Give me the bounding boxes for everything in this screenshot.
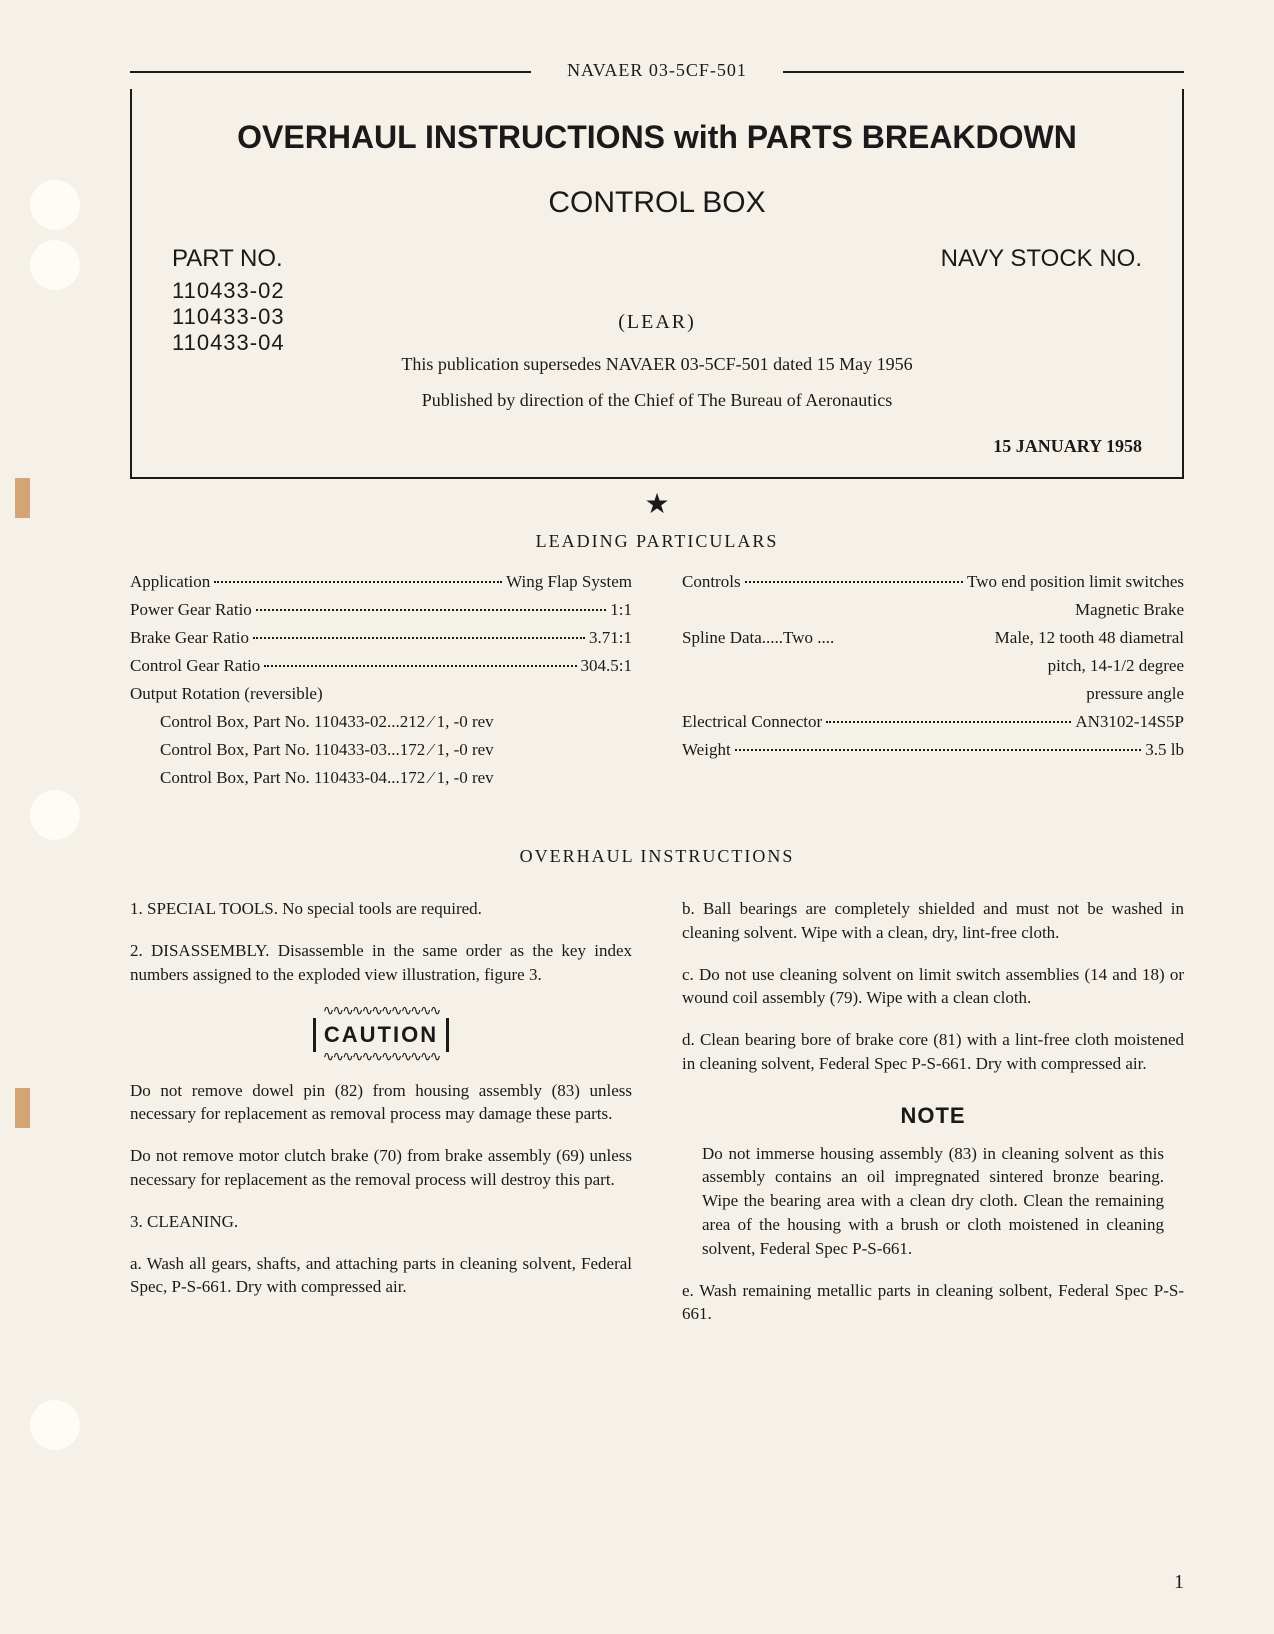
supersedes-note: This publication supersedes NAVAER 03-5C… [172, 354, 1142, 375]
part-number: 110433-02 [172, 278, 285, 304]
part-number: 110433-03 [172, 304, 285, 330]
instruction-paragraph: e. Wash remaining metallic parts in clea… [682, 1279, 1184, 1327]
particular-value: AN3102-14S5P [1075, 712, 1184, 732]
particular-value: Male, 12 tooth 48 diametral [995, 628, 1184, 648]
particular-label: Power Gear Ratio [130, 600, 252, 620]
document-number: NAVAER 03-5CF-501 [130, 60, 1184, 81]
leader-dots [826, 721, 1071, 723]
instructions-right-column: b. Ball bearings are completely shielded… [682, 897, 1184, 1344]
leading-particulars: Application Wing Flap System Power Gear … [130, 572, 1184, 796]
caution-label: CAUTION [313, 1018, 449, 1053]
leader-dots [253, 637, 585, 639]
output-rotation-item: Control Box, Part No. 110433-04...172 ⁄ … [160, 768, 632, 788]
instruction-paragraph: c. Do not use cleaning solvent on limit … [682, 963, 1184, 1011]
binding-mark [15, 1088, 30, 1128]
instruction-paragraph: 2. DISASSEMBLY. Disassemble in the same … [130, 939, 632, 987]
particular-row: Control Gear Ratio 304.5:1 [130, 656, 632, 676]
particular-row: Brake Gear Ratio 3.71:1 [130, 628, 632, 648]
particular-label: Controls [682, 572, 741, 592]
part-number: 110433-04 [172, 330, 285, 356]
particular-value: Wing Flap System [506, 572, 632, 592]
page-number: 1 [1174, 1571, 1184, 1594]
navy-stock-label: NAVY STOCK NO. [941, 245, 1142, 356]
particular-subvalue: pressure angle [682, 684, 1184, 704]
zigzag-border-icon: ∿∿∿∿∿∿∿∿∿∿∿∿ [130, 1052, 632, 1063]
particular-label: Application [130, 572, 210, 592]
particular-subvalue: pitch, 14-1/2 degree [682, 656, 1184, 676]
leader-dots [256, 609, 606, 611]
particular-label: Control Gear Ratio [130, 656, 260, 676]
particular-value: 3.5 lb [1145, 740, 1184, 760]
output-rotation-item: Control Box, Part No. 110433-03...172 ⁄ … [160, 740, 632, 760]
instruction-paragraph: b. Ball bearings are completely shielded… [682, 897, 1184, 945]
hole-punch [30, 1400, 80, 1450]
hole-punch [30, 790, 80, 840]
caution-box: ∿∿∿∿∿∿∿∿∿∿∿∿ CAUTION ∿∿∿∿∿∿∿∿∿∿∿∿ [130, 1006, 632, 1063]
note-label: NOTE [682, 1101, 1184, 1132]
part-section: PART NO. 110433-02 110433-03 110433-04 N… [172, 245, 1142, 356]
leader-dots [745, 581, 963, 583]
particular-row: Electrical Connector AN3102-14S5P [682, 712, 1184, 732]
hole-punch [30, 180, 80, 230]
particular-row: Power Gear Ratio 1:1 [130, 600, 632, 620]
particular-subvalue: Magnetic Brake [682, 600, 1184, 620]
instruction-paragraph: 1. SPECIAL TOOLS. No special tools are r… [130, 897, 632, 921]
published-by: Published by direction of the Chief of T… [172, 390, 1142, 411]
binding-mark [15, 478, 30, 518]
particular-label: Spline Data.....Two .... [682, 628, 834, 648]
star-divider-icon: ★ [130, 487, 1184, 521]
leading-particulars-heading: LEADING PARTICULARS [130, 531, 1184, 552]
leader-dots [735, 749, 1142, 751]
instruction-paragraph: d. Clean bearing bore of brake core (81)… [682, 1028, 1184, 1076]
particulars-right-column: Controls Two end position limit switches… [682, 572, 1184, 796]
output-rotation-label: Output Rotation (reversible) [130, 684, 632, 704]
particulars-left-column: Application Wing Flap System Power Gear … [130, 572, 632, 796]
particular-label: Brake Gear Ratio [130, 628, 249, 648]
part-no-label: PART NO. [172, 245, 285, 273]
caution-paragraph: Do not remove dowel pin (82) from housin… [130, 1079, 632, 1127]
hole-punch [30, 240, 80, 290]
caution-paragraph: Do not remove motor clutch brake (70) fr… [130, 1144, 632, 1192]
particular-value: 304.5:1 [581, 656, 632, 676]
particular-label: Electrical Connector [682, 712, 822, 732]
subtitle: CONTROL BOX [172, 186, 1142, 220]
particular-row: Spline Data.....Two .... Male, 12 tooth … [682, 628, 1184, 648]
particular-row: Weight 3.5 lb [682, 740, 1184, 760]
zigzag-border-icon: ∿∿∿∿∿∿∿∿∿∿∿∿ [130, 1006, 632, 1017]
note-paragraph: Do not immerse housing assembly (83) in … [702, 1142, 1164, 1261]
main-title: OVERHAUL INSTRUCTIONS with PARTS BREAKDO… [172, 119, 1142, 156]
part-number-block: PART NO. 110433-02 110433-03 110433-04 [172, 245, 285, 356]
instructions-body: 1. SPECIAL TOOLS. No special tools are r… [130, 897, 1184, 1344]
instructions-left-column: 1. SPECIAL TOOLS. No special tools are r… [130, 897, 632, 1344]
particular-row: Application Wing Flap System [130, 572, 632, 592]
particular-row: Controls Two end position limit switches [682, 572, 1184, 592]
particular-value: 1:1 [610, 600, 632, 620]
instruction-paragraph: 3. CLEANING. [130, 1210, 632, 1234]
particular-value: Two end position limit switches [967, 572, 1184, 592]
output-rotation-item: Control Box, Part No. 110433-02...212 ⁄ … [160, 712, 632, 732]
particular-value: 3.71:1 [589, 628, 632, 648]
leader-dots [264, 665, 576, 667]
instruction-paragraph: a. Wash all gears, shafts, and attaching… [130, 1252, 632, 1300]
leader-dots [214, 581, 502, 583]
publication-date: 15 JANUARY 1958 [172, 436, 1142, 457]
overhaul-instructions-heading: OVERHAUL INSTRUCTIONS [130, 846, 1184, 867]
title-box: OVERHAUL INSTRUCTIONS with PARTS BREAKDO… [130, 89, 1184, 479]
particular-label: Weight [682, 740, 731, 760]
